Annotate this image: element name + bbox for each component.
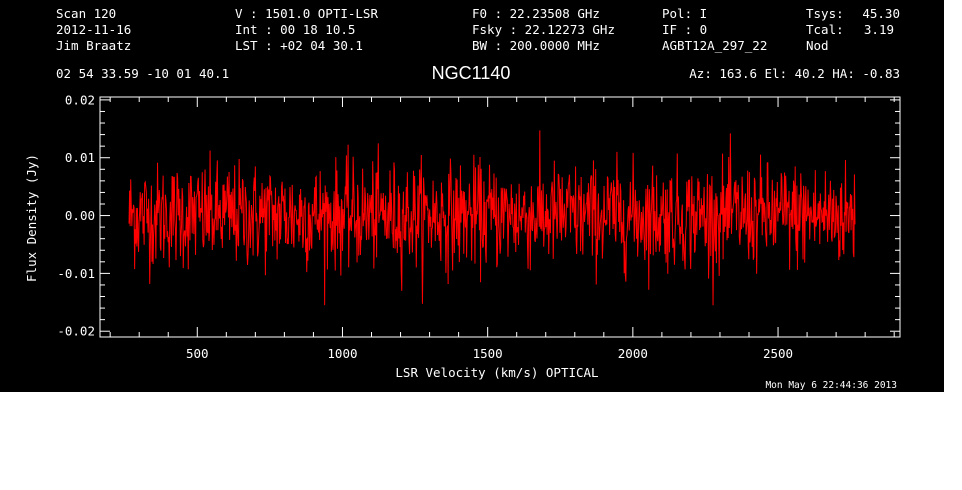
header-observer: Jim Braatz	[56, 38, 131, 53]
object-title: NGC1140	[432, 63, 511, 83]
series-line-0	[128, 130, 856, 306]
header-lst: LST : +02 04 30.1	[235, 38, 363, 53]
timestamp: Mon May 6 22:44:36 2013	[765, 380, 897, 391]
y-tick-label: -0.02	[57, 324, 95, 339]
x-tick-label: 1500	[473, 346, 503, 361]
header-if: IF : 0	[662, 22, 707, 37]
y-tick-label: 0.01	[65, 150, 95, 165]
header-velocity: V : 1501.0 OPTI-LSR	[235, 6, 378, 21]
axes-layer: 500 1000 1500 2000 2500 -0.02 -0.01 0.00 0.01 0.0…	[57, 92, 901, 361]
header-tsys-label: Tsys:	[806, 6, 844, 21]
x-tick-label: 2500	[763, 346, 793, 361]
header-tcal-value: 3.19	[864, 22, 894, 37]
header-nod-label: Nod	[806, 38, 829, 53]
header-pol: Pol: I	[662, 6, 707, 21]
header-date: 2012-11-16	[56, 22, 131, 37]
spectrum-plot-panel: Scan 120 2012-11-16 Jim Braatz V : 1501.…	[0, 0, 944, 392]
header-bw: BW : 200.0000 MHz	[472, 38, 600, 53]
plot-frame	[99, 96, 901, 338]
y-tick-label: -0.01	[57, 266, 95, 281]
header-project: AGBT12A_297_22	[662, 38, 767, 53]
series-layer	[128, 130, 856, 306]
x-tick-label: 2000	[618, 346, 648, 361]
header-tsys-value: 45.30	[862, 6, 900, 21]
y-tick-label: 0.00	[65, 208, 95, 223]
header-tcal-label: Tcal:	[806, 22, 844, 37]
x-tick-label: 500	[186, 346, 209, 361]
header-f0: F0 : 22.23508 GHz	[472, 6, 600, 21]
header-block: Scan 120 2012-11-16 Jim Braatz V : 1501.…	[56, 6, 900, 83]
header-integration: Int : 00 18 10.5	[235, 22, 355, 37]
header-fsky: Fsky : 22.12273 GHz	[472, 22, 615, 37]
x-axis-label: LSR Velocity (km/s) OPTICAL	[395, 365, 598, 380]
header-coordinates: 02 54 33.59 -10 01 40.1	[56, 66, 229, 81]
y-tick-label: 0.02	[65, 92, 95, 107]
y-axis-label: Flux Density (Jy)	[24, 154, 39, 282]
spectrum-plot-svg: Scan 120 2012-11-16 Jim Braatz V : 1501.…	[24, 6, 901, 391]
x-tick-label: 1000	[327, 346, 357, 361]
header-az-el-ha: Az: 163.6 El: 40.2 HA: -0.83	[689, 66, 900, 81]
header-scan: Scan 120	[56, 6, 116, 21]
